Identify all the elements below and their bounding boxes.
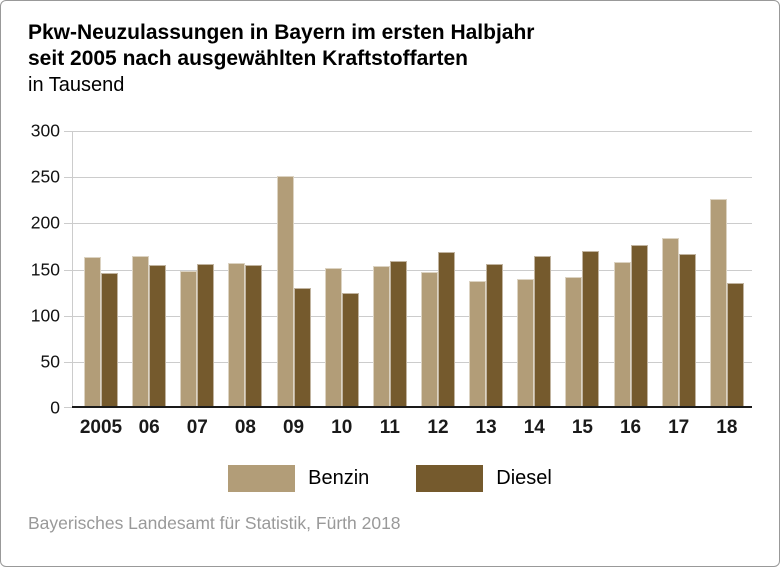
bar-benzin-17 bbox=[661, 238, 679, 408]
y-axis-tick-100 bbox=[64, 315, 72, 317]
y-axis-label-300: 300 bbox=[30, 120, 60, 141]
y-axis-tick-250 bbox=[64, 177, 72, 179]
bar-group-13 bbox=[469, 131, 504, 408]
bar-group-07 bbox=[180, 131, 215, 408]
bar-group-10 bbox=[324, 131, 359, 408]
bar-diesel-07 bbox=[197, 263, 215, 408]
bar-diesel-13 bbox=[486, 264, 504, 408]
bar-benzin-09 bbox=[276, 176, 294, 408]
bar-group-14 bbox=[517, 131, 552, 408]
y-axis-label-0: 0 bbox=[50, 397, 60, 418]
x-axis-label-17: 17 bbox=[668, 417, 690, 438]
x-axis-label-08: 08 bbox=[234, 417, 256, 438]
x-axis-label-12: 12 bbox=[427, 417, 449, 438]
x-axis-label-10: 10 bbox=[331, 417, 353, 438]
y-axis-label-150: 150 bbox=[30, 259, 60, 279]
x-axis-label-18: 18 bbox=[716, 417, 738, 438]
y-axis-label-50: 50 bbox=[40, 351, 60, 372]
bar-group-18 bbox=[709, 131, 744, 408]
chart-subtitle: in Tausend bbox=[28, 74, 125, 96]
bar-diesel-10 bbox=[341, 292, 359, 408]
x-axis-label-2005: 2005 bbox=[79, 417, 123, 438]
bar-group-2005 bbox=[84, 131, 118, 408]
bar-diesel-16 bbox=[630, 244, 648, 408]
gridline-200 bbox=[72, 223, 752, 225]
x-axis-label-11: 11 bbox=[379, 417, 400, 438]
bar-group-15 bbox=[565, 131, 600, 408]
x-axis-label-14: 14 bbox=[523, 417, 545, 438]
gridline-300 bbox=[72, 131, 752, 132]
bar-group-12 bbox=[420, 131, 455, 408]
y-axis-tick-150 bbox=[64, 269, 72, 271]
gridline-50 bbox=[72, 361, 752, 363]
bar-diesel-12 bbox=[437, 251, 455, 408]
bar-benzin-14 bbox=[517, 278, 535, 408]
bar-diesel-06 bbox=[149, 264, 167, 408]
gridline-150 bbox=[72, 269, 752, 271]
bar-benzin-06 bbox=[132, 256, 150, 408]
bar-benzin-07 bbox=[180, 271, 198, 408]
x-axis-labels: 2005 06 07 08 09 10 11 12 13 14 15 16 17 18 bbox=[72, 417, 752, 439]
bar-benzin-08 bbox=[228, 262, 246, 408]
title-block: Pkw-Neuzulassungen in Bayern im ersten H… bbox=[1, 1, 779, 98]
gridline-0 bbox=[72, 406, 752, 408]
gridline-100 bbox=[72, 315, 752, 317]
bar-group-16 bbox=[613, 131, 648, 408]
legend-label-benzin: Benzin bbox=[308, 467, 370, 489]
legend-item-benzin: Benzin bbox=[228, 465, 369, 492]
x-axis-label-13: 13 bbox=[475, 417, 497, 438]
bar-benzin-18 bbox=[709, 198, 727, 408]
legend-swatch-benzin bbox=[228, 465, 296, 492]
bar-diesel-14 bbox=[534, 256, 552, 408]
bar-benzin-10 bbox=[324, 267, 342, 408]
bar-diesel-11 bbox=[389, 260, 407, 408]
x-axis-label-16: 16 bbox=[619, 417, 642, 438]
y-axis-tick-50 bbox=[64, 361, 72, 363]
x-axis-label-06: 06 bbox=[138, 417, 160, 438]
x-axis-label-09: 09 bbox=[282, 417, 305, 438]
y-axis-label-200: 200 bbox=[30, 212, 60, 233]
legend: Benzin Diesel bbox=[1, 465, 779, 492]
y-axis-label-250: 250 bbox=[30, 166, 60, 187]
bar-benzin-2005 bbox=[84, 257, 101, 408]
chart-title-line1: Pkw-Neuzulassungen in Bayern im ersten H… bbox=[28, 21, 535, 44]
chart-title-line2: seit 2005 nach ausgewählten Kraftstoffar… bbox=[28, 47, 468, 70]
gridline-250 bbox=[72, 177, 752, 179]
y-axis-tick-200 bbox=[64, 223, 72, 225]
bar-diesel-09 bbox=[293, 288, 311, 408]
bar-group-08 bbox=[228, 131, 263, 408]
legend-item-diesel: Diesel bbox=[416, 465, 552, 492]
bar-benzin-16 bbox=[613, 262, 631, 408]
bar-benzin-15 bbox=[565, 276, 583, 408]
bar-group-09 bbox=[276, 131, 311, 408]
bar-benzin-13 bbox=[469, 281, 487, 408]
x-axis-label-15: 15 bbox=[571, 417, 593, 438]
y-axis-tick-0 bbox=[64, 407, 72, 408]
bar-diesel-18 bbox=[726, 283, 744, 408]
bar-diesel-17 bbox=[678, 253, 696, 408]
bar-group-17 bbox=[661, 131, 696, 408]
legend-label-diesel: Diesel bbox=[496, 467, 552, 489]
bar-diesel-2005 bbox=[101, 272, 118, 408]
y-axis-label-100: 100 bbox=[30, 305, 60, 326]
source-note: Bayerisches Landesamt für Statistik, Für… bbox=[28, 513, 401, 533]
bar-group-11 bbox=[372, 131, 407, 408]
legend-swatch-diesel bbox=[416, 465, 484, 492]
bar-group-06 bbox=[132, 131, 167, 408]
bar-benzin-12 bbox=[420, 272, 438, 408]
bars bbox=[72, 131, 752, 408]
bar-benzin-11 bbox=[372, 266, 390, 408]
bar-diesel-15 bbox=[582, 251, 600, 408]
plot-area: 0 50 100 150 200 250 300 bbox=[31, 121, 752, 418]
x-axis-label-07: 07 bbox=[186, 417, 208, 438]
y-axis-tick-300 bbox=[64, 131, 72, 132]
bar-diesel-08 bbox=[245, 264, 263, 408]
